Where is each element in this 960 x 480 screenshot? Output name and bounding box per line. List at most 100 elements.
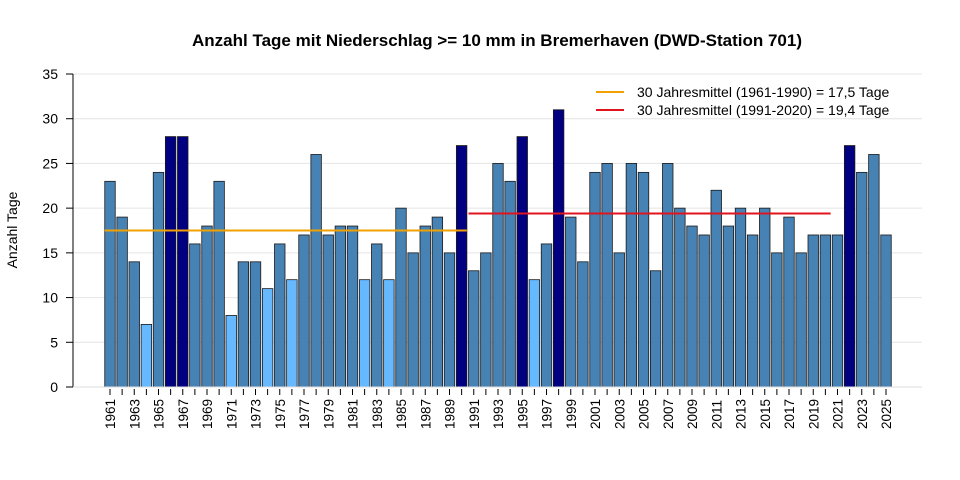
y-tick-label: 35 (42, 66, 58, 82)
bar-1983 (371, 243, 383, 388)
y-tick-label: 10 (42, 290, 58, 306)
bar-1979 (322, 234, 334, 388)
bar-2025 (880, 234, 892, 388)
bar-1978 (310, 154, 322, 388)
legend-label: 30 Jahresmittel (1991-2020) = 19,4 Tage (637, 102, 890, 118)
bar-1997 (540, 243, 553, 388)
x-tick-label: 1977 (297, 399, 312, 429)
x-tick-label: 1981 (346, 399, 361, 429)
x-tick-label: 2019 (806, 399, 821, 429)
y-axis-label: Anzahl Tage (4, 191, 20, 268)
bar-1989 (443, 252, 456, 388)
y-tick-label: 0 (50, 379, 58, 395)
bar-2010 (698, 234, 710, 388)
x-tick-label: 1999 (564, 399, 579, 429)
x-tick-label: 1987 (418, 399, 433, 429)
y-tick-label: 5 (50, 334, 58, 350)
bar-2004 (625, 163, 638, 388)
bar-1990 (455, 145, 468, 388)
x-tick-label: 1997 (540, 399, 555, 429)
bar-2016 (771, 252, 783, 388)
bar-2008 (674, 207, 686, 388)
bar-1987 (419, 225, 431, 388)
chart-title: Anzahl Tage mit Niederschlag >= 10 mm in… (192, 31, 802, 50)
y-tick-label: 25 (42, 155, 58, 171)
bar-1998 (552, 109, 565, 388)
bar-2020 (819, 234, 832, 388)
bar-2013 (734, 207, 747, 388)
bar-1976 (286, 279, 298, 388)
bar-1965 (152, 171, 165, 388)
bar-2001 (589, 171, 601, 388)
x-tick-label: 2011 (709, 400, 724, 429)
bar-1973 (249, 261, 262, 388)
bar-2003 (613, 252, 625, 388)
bar-2000 (577, 261, 589, 388)
bar-2019 (807, 234, 819, 388)
bar-2007 (662, 163, 674, 388)
bar-2024 (868, 154, 880, 388)
bar-2018 (795, 252, 807, 388)
bar-1970 (213, 180, 225, 388)
x-tick-label: 2003 (612, 399, 627, 429)
bar-2015 (759, 207, 771, 388)
bar-1975 (274, 243, 286, 388)
bar-2009 (686, 225, 698, 388)
x-tick-label: 2013 (734, 399, 749, 429)
x-tick-label: 2001 (588, 399, 603, 429)
x-tick-label: 1991 (467, 399, 482, 429)
bar-2002 (601, 163, 613, 388)
bar-2022 (843, 145, 856, 388)
x-tick-label: 1985 (394, 399, 409, 429)
x-tick-label: 1961 (103, 399, 118, 429)
bar-1972 (237, 261, 250, 388)
bar-1999 (565, 216, 577, 388)
x-tick-label: 1993 (491, 399, 506, 429)
x-tick-label: 2005 (637, 399, 652, 429)
bar-2017 (783, 216, 795, 388)
x-tick-label: 1963 (127, 399, 142, 429)
x-tick-label: 2025 (879, 399, 894, 429)
x-tick-label: 2007 (661, 399, 676, 429)
bar-1971 (225, 315, 237, 388)
x-tick-label: 1983 (370, 399, 385, 429)
bar-1964 (140, 323, 153, 388)
x-tick-label: 1967 (176, 399, 191, 429)
bar-1992 (480, 252, 492, 388)
x-tick-label: 1989 (443, 399, 458, 429)
bar-1961 (104, 180, 116, 388)
bar-1981 (346, 225, 359, 388)
y-tick-label: 20 (42, 200, 58, 216)
x-tick-label: 2021 (831, 399, 846, 429)
bar-1966 (164, 136, 177, 388)
bar-2021 (831, 234, 844, 388)
x-tick-label: 1995 (515, 399, 530, 429)
legend-label: 30 Jahresmittel (1961-1990) = 17,5 Tage (637, 84, 890, 100)
bar-2023 (856, 171, 868, 388)
y-tick-label: 15 (42, 245, 58, 261)
bar-1980 (334, 225, 347, 388)
bar-2014 (746, 234, 759, 388)
bar-2012 (722, 225, 735, 388)
bar-1985 (395, 207, 407, 388)
x-tick-label: 1965 (152, 399, 167, 429)
bar-1988 (431, 216, 444, 388)
bar-1994 (504, 180, 516, 388)
x-tick-label: 1973 (249, 399, 264, 429)
bar-1967 (177, 136, 189, 388)
x-tick-label: 1969 (200, 399, 215, 429)
bar-1984 (383, 279, 395, 388)
x-tick-label: 2023 (855, 399, 870, 429)
bar-1995 (516, 136, 528, 388)
bar-1977 (298, 234, 310, 388)
bar-1986 (407, 252, 419, 388)
bar-1991 (468, 270, 480, 388)
bar-2005 (637, 171, 650, 388)
bar-1963 (128, 261, 140, 388)
x-tick-label: 1975 (273, 399, 288, 429)
x-tick-label: 2017 (782, 399, 797, 429)
x-tick-label: 1979 (321, 399, 336, 429)
bar-1982 (358, 279, 371, 388)
bar-1993 (492, 163, 504, 388)
x-tick-label: 2009 (685, 399, 700, 429)
